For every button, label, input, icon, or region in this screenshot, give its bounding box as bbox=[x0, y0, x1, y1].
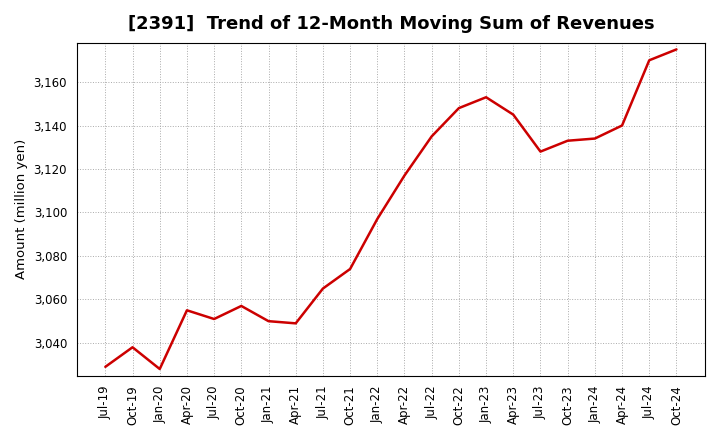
Y-axis label: Amount (million yen): Amount (million yen) bbox=[15, 139, 28, 279]
Title: [2391]  Trend of 12-Month Moving Sum of Revenues: [2391] Trend of 12-Month Moving Sum of R… bbox=[127, 15, 654, 33]
